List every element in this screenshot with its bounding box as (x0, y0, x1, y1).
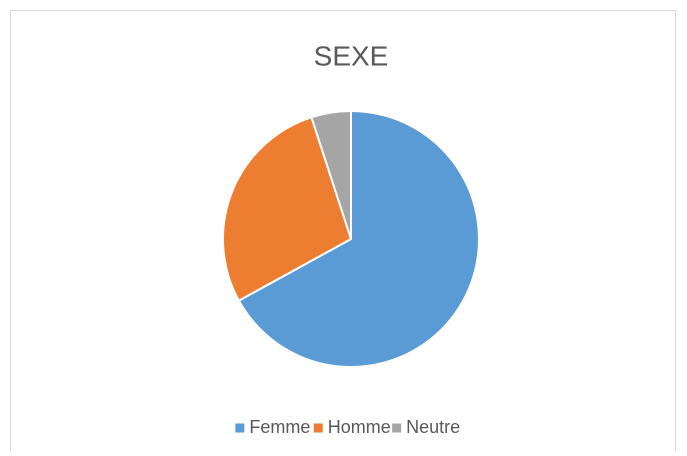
legend-label: Neutre (406, 417, 460, 437)
legend-swatch (235, 423, 245, 433)
legend-label: Homme (328, 417, 391, 437)
legend-swatch (313, 423, 323, 433)
chart-title: SEXE (314, 40, 389, 71)
legend-label: Femme (249, 417, 310, 437)
pie-slice (310, 109, 352, 240)
pie-slice (237, 109, 480, 368)
pie-slice (222, 116, 353, 303)
legend-swatch (392, 423, 402, 433)
